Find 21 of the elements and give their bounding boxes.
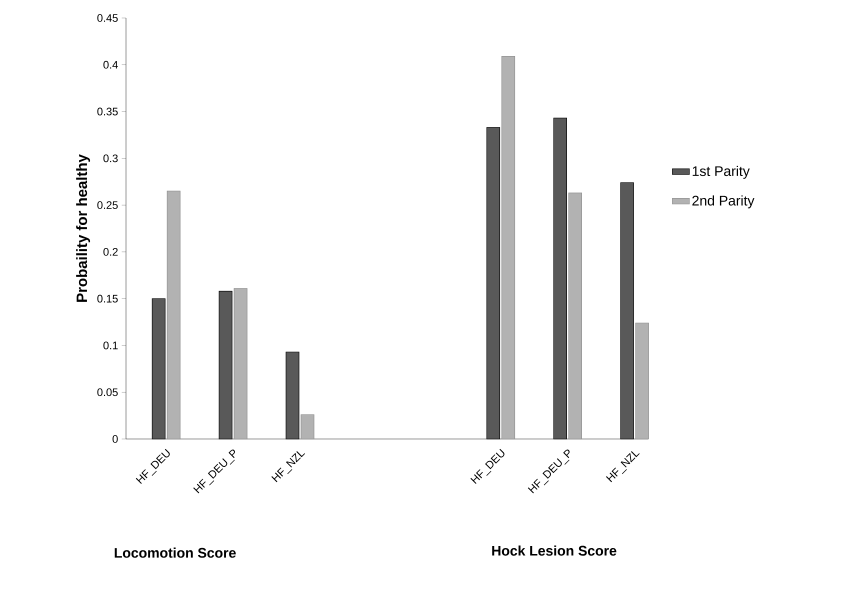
legend-label: 1st Parity [692, 166, 750, 179]
bar [568, 192, 582, 440]
y-tick-label: 0.35 [97, 108, 118, 116]
y-tick-label: 0.25 [97, 201, 118, 209]
y-axis-title: Probaility for healthy [76, 154, 90, 302]
y-tick-label: 0.15 [97, 294, 118, 303]
legend-label: 2nd Parity [692, 195, 754, 208]
bar [635, 322, 649, 440]
y-tick-label: 0 [112, 435, 118, 443]
bar [501, 56, 516, 440]
y-tick-label: 0.1 [103, 342, 118, 350]
y-tick-label: 0.05 [97, 388, 118, 396]
bar [300, 414, 314, 440]
y-tick-label: 0.3 [103, 154, 118, 162]
text: Hock Lesion Score [492, 545, 616, 556]
bar [234, 288, 248, 440]
text: Locomotion Score [114, 548, 236, 558]
bar [166, 190, 180, 440]
y-tick-label: 0.45 [97, 14, 118, 22]
y-tick-label: 0.2 [103, 248, 118, 256]
y-tick-label: 0.4 [103, 60, 118, 69]
